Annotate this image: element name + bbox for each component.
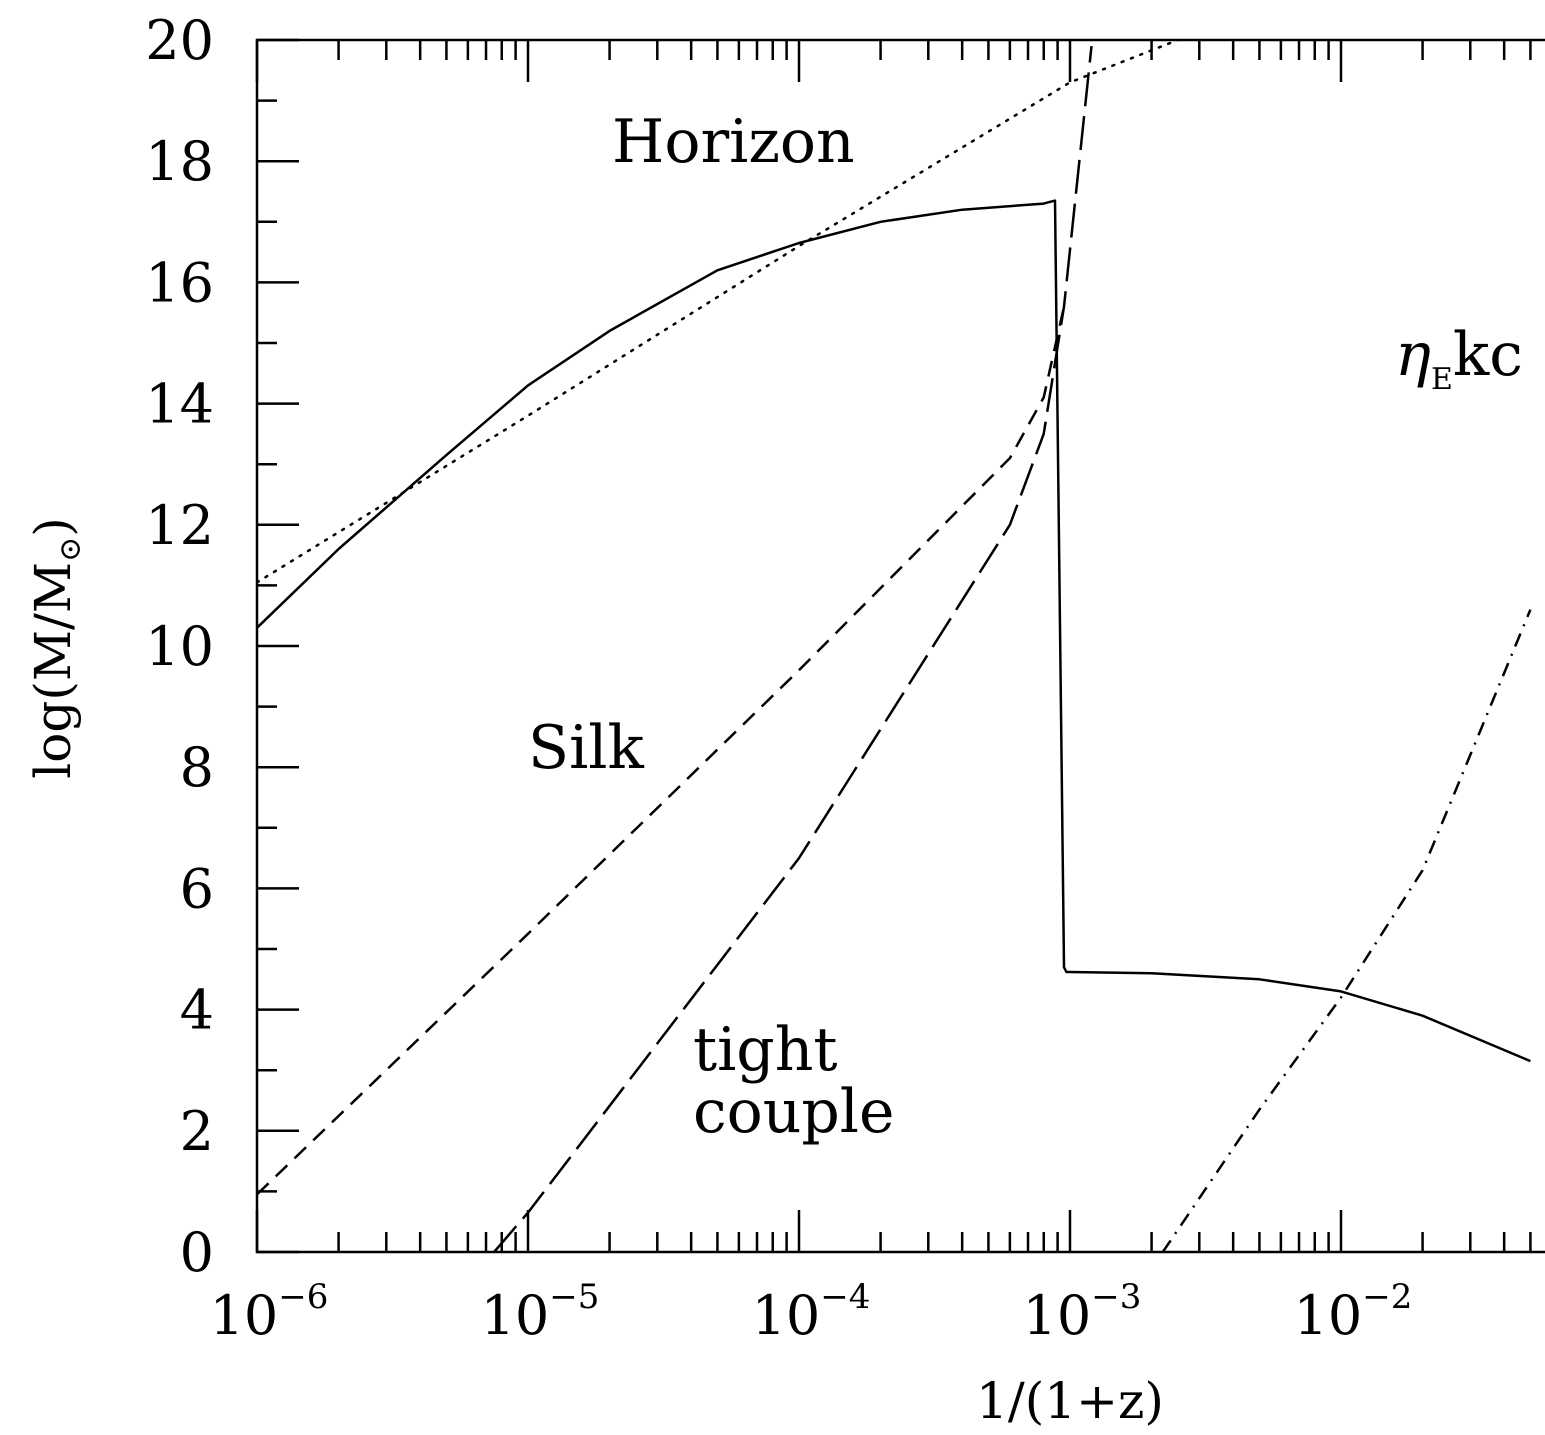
y-axis-title-main: log(M/M	[24, 562, 82, 779]
annotation-eta: η	[1395, 320, 1431, 390]
y-tick-label: 10	[145, 615, 214, 678]
annotation-couple: couple	[693, 1077, 894, 1147]
y-tick-label: 0	[180, 1221, 214, 1284]
y-tick-label: 18	[145, 130, 214, 193]
y-tick-labels: 0 2 4 6 8 10 12 14 16 18 20	[145, 9, 214, 1284]
y-tick-label: 14	[145, 373, 214, 436]
x-tick-label-base: 10	[1294, 1284, 1363, 1347]
annotation-eta-e-kc: ηEkc	[1395, 320, 1523, 397]
y-tick-label: 4	[180, 979, 214, 1042]
annotation-horizon: Horizon	[612, 107, 855, 177]
y-axis-title-subscript: ⊙	[53, 537, 88, 562]
y-tick-label: 2	[180, 1100, 214, 1163]
x-axis-title: 1/(1+z)	[976, 1372, 1164, 1430]
y-axis-title-close: )	[24, 517, 82, 537]
series-line-dashed	[257, 306, 1066, 1196]
series-line-solid	[257, 199, 1531, 1063]
series-line-dotted	[257, 40, 1180, 584]
plot-frame	[255, 38, 1545, 1254]
x-tick-label-exponent: −6	[278, 1277, 328, 1317]
x-tick-label: 10−5	[481, 1277, 600, 1347]
y-tick-label: 16	[145, 251, 214, 314]
series-layer	[257, 40, 1532, 1252]
y-tick-label: 12	[145, 494, 214, 557]
x-tick-label: 10−4	[752, 1277, 871, 1347]
y-tick-label: 20	[145, 9, 214, 72]
y-tick-label: 8	[180, 736, 214, 799]
x-tick-label-base: 10	[481, 1284, 550, 1347]
series-line-dash-dot	[1161, 609, 1532, 1252]
annotation-tight: tight	[693, 1015, 837, 1085]
annotation-kc: kc	[1453, 320, 1523, 390]
x-tick-label: 10−3	[1023, 1277, 1142, 1347]
annotation-eta-subscript: E	[1431, 362, 1453, 397]
x-tick-label-exponent: −4	[820, 1277, 870, 1317]
y-axis-title: log(M/M⊙)	[24, 517, 88, 779]
annotation-silk: Silk	[528, 713, 644, 783]
series-line-long-dashed	[493, 45, 1093, 1252]
y-tick-label: 6	[180, 857, 214, 920]
x-tick-label-base: 10	[210, 1284, 279, 1347]
x-tick-label-exponent: −5	[549, 1277, 599, 1317]
axis-ticks	[255, 38, 1532, 1254]
x-tick-label-base: 10	[1023, 1284, 1092, 1347]
x-tick-label: 10−6	[210, 1277, 329, 1347]
x-tick-label-exponent: −2	[1362, 1277, 1412, 1317]
x-tick-label-base: 10	[752, 1284, 821, 1347]
x-tick-label-exponent: −3	[1091, 1277, 1141, 1317]
x-tick-label: 10−2	[1294, 1277, 1413, 1347]
x-tick-labels: 10−6 10−5 10−4 10−3 10−2	[210, 1277, 1413, 1347]
